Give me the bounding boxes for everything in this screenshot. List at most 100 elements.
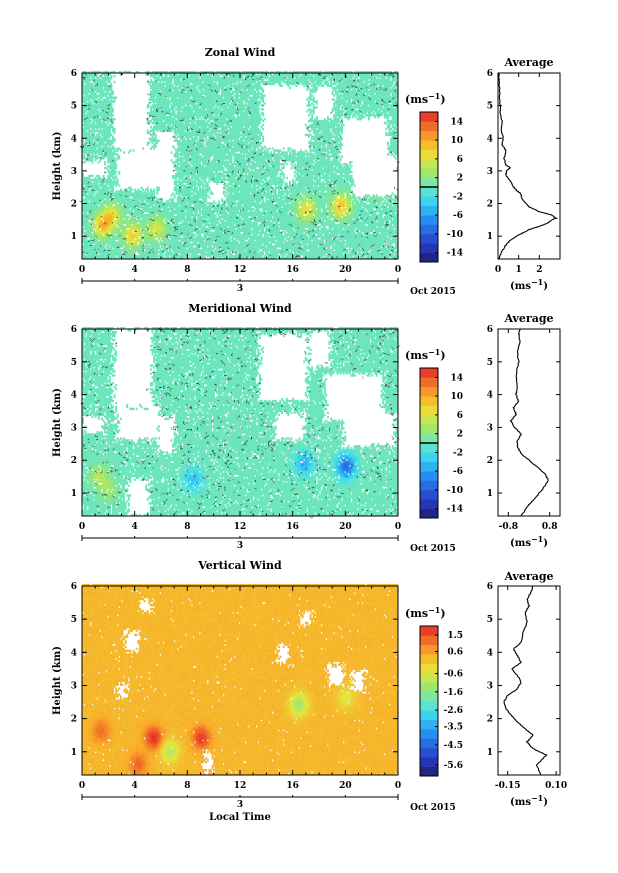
heatmap-cell — [225, 245, 228, 248]
heatmap-cell — [307, 245, 310, 248]
heatmap-cell — [241, 249, 244, 252]
heatmap-cell — [367, 247, 370, 250]
heatmap-cell — [284, 245, 287, 248]
heatmap-cell — [233, 243, 236, 246]
heatmap-cell — [326, 243, 329, 246]
heatmap-cell — [209, 257, 212, 260]
heatmap-cell — [217, 245, 220, 248]
heatmap-cell — [396, 257, 399, 260]
heatmap-cell — [257, 247, 260, 250]
heatmap-cell — [172, 243, 175, 246]
heatmap-cell — [375, 255, 378, 258]
heatmap-cell — [165, 257, 168, 260]
heatmap-cell — [251, 245, 254, 248]
heatmap-cell — [258, 251, 261, 254]
heatmap-cell — [255, 243, 258, 246]
heatmap-cell — [380, 243, 383, 246]
heatmap-cell — [222, 249, 225, 252]
heatmap-cell — [319, 243, 321, 246]
heatmap-cell — [116, 241, 119, 244]
heatmap-cell — [221, 249, 224, 252]
heatmap-cell — [339, 245, 342, 248]
heatmap-cell — [293, 255, 296, 258]
heatmap-cell — [311, 249, 314, 252]
heatmap-cell — [198, 241, 201, 244]
heatmap-cell — [252, 245, 255, 248]
heatmap-cell — [157, 245, 160, 248]
heatmap-cell — [119, 241, 122, 244]
heatmap-cell — [315, 253, 318, 256]
heatmap-cell — [243, 247, 246, 250]
heatmap-cell — [306, 257, 309, 260]
heatmap-cell — [360, 253, 363, 256]
heatmap-cell — [307, 257, 310, 260]
heatmap-cell — [115, 253, 118, 256]
heatmap-cell — [153, 241, 156, 244]
heatmap-cell — [132, 257, 135, 260]
heatmap-cell — [225, 247, 228, 250]
heatmap-cell — [202, 249, 205, 252]
heatmap-cell — [320, 249, 323, 252]
heatmap-cell — [124, 247, 127, 250]
heatmap-cell — [142, 243, 145, 246]
heatmap-cell — [137, 251, 140, 254]
heatmap-cell — [228, 247, 231, 250]
heatmap-cell — [104, 253, 107, 256]
heatmap-cell — [257, 253, 260, 256]
heatmap-cell — [263, 245, 266, 248]
heatmap-cell — [301, 249, 304, 252]
heatmap-cell — [271, 253, 274, 256]
heatmap-cell — [391, 255, 394, 258]
heatmap-cell — [173, 245, 176, 248]
heatmap-cell — [311, 255, 314, 258]
heatmap-cell — [252, 243, 255, 246]
heatmap-cell — [328, 255, 331, 258]
heatmap-cell — [263, 249, 266, 252]
heatmap-cell — [91, 251, 94, 254]
heatmap-cell — [119, 245, 122, 248]
heatmap-cell — [374, 255, 377, 258]
heatmap-cell — [93, 253, 96, 256]
heatmap-cell — [168, 247, 171, 250]
heatmap-cell — [361, 249, 364, 252]
heatmap-cell — [337, 253, 340, 256]
heatmap-cell — [208, 245, 211, 248]
heatmap-cell — [317, 257, 320, 260]
heatmap-cell — [145, 247, 148, 250]
heatmap-cell — [235, 255, 238, 258]
heatmap-cell — [254, 247, 257, 250]
heatmap-cell — [102, 249, 105, 252]
heatmap-cell — [183, 247, 186, 250]
heatmap-cell — [228, 255, 231, 258]
heatmap-cell — [355, 245, 358, 248]
heatmap-cell — [265, 249, 268, 252]
heatmap-cell — [314, 255, 317, 258]
heatmap-cell — [295, 251, 298, 254]
heatmap-cell — [93, 251, 96, 254]
heatmap-cell — [176, 255, 179, 258]
heatmap-cell — [195, 243, 198, 246]
heatmap-cell — [209, 245, 212, 248]
heatmap-cell — [168, 245, 171, 248]
heatmap-cell — [311, 247, 314, 250]
heatmap-cell — [110, 245, 113, 248]
heatmap-cell — [257, 243, 260, 246]
heatmap-cell — [145, 253, 148, 256]
heatmap-cell — [138, 249, 141, 252]
heatmap-cell — [249, 251, 252, 254]
heatmap-cell — [88, 241, 91, 244]
heatmap-cell — [89, 241, 92, 244]
heatmap-cell — [287, 255, 290, 258]
heatmap-cell — [108, 241, 111, 244]
heatmap-cell — [356, 245, 359, 248]
heatmap-cell — [336, 257, 339, 260]
heatmap-cell — [322, 251, 325, 254]
heatmap-cell — [116, 249, 119, 252]
heatmap-cell — [127, 257, 130, 260]
heatmap-cell — [186, 241, 189, 244]
heatmap-cell — [287, 247, 290, 250]
heatmap-cell — [181, 251, 184, 254]
heatmap-cell — [345, 243, 348, 246]
heatmap-cell — [135, 255, 138, 258]
heatmap-cell — [273, 249, 276, 252]
